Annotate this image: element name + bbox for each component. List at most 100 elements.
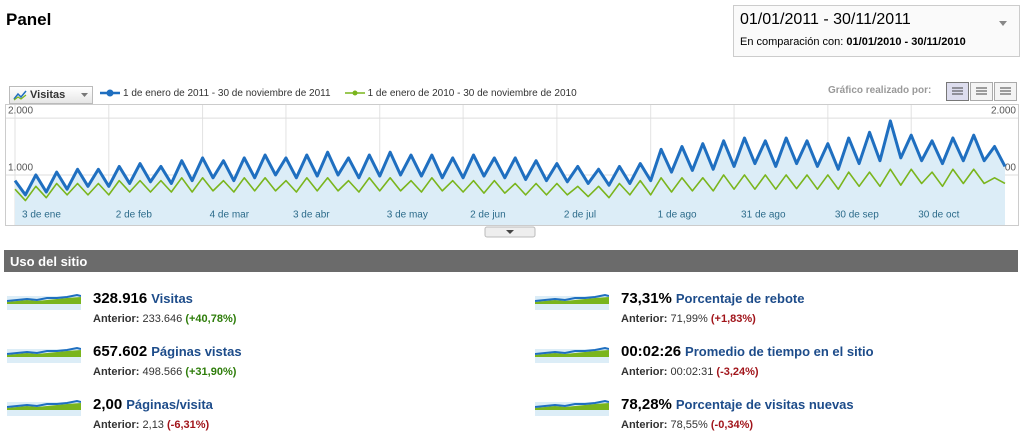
change: (-0,34%) [710, 419, 754, 431]
dropdown-arrow [999, 21, 1007, 26]
sparkline [535, 346, 609, 363]
sparkline [535, 399, 609, 416]
metric-value: 328.916 [93, 290, 148, 307]
comparison-range: 01/01/2010 - 30/11/2010 [846, 36, 966, 48]
metric-value: 2,00 [93, 396, 123, 413]
legend-label: 1 de enero de 2010 - 30 de noviembre de … [367, 88, 577, 99]
previous-value: 233.646 [142, 313, 183, 325]
metric: 73,31% Porcentaje de rebote Anterior: 71,9… [535, 290, 1015, 334]
metric: 657.602 Páginas vistas Anterior: 498.566 (… [7, 343, 487, 387]
legend-swatch [344, 90, 365, 96]
previous-value: 498.566 [142, 366, 183, 378]
x-tick-label: 2 de jun [470, 210, 506, 221]
previous-label: Anterior: [93, 366, 140, 378]
dropdown-arrow [81, 93, 88, 97]
metric-text: 78,28% Porcentaje de visitas nuevas Anteri… [621, 396, 854, 431]
previous-label: Anterior: [93, 313, 140, 325]
previous-value: 71,99% [670, 313, 708, 325]
metric-name: Visitas [30, 89, 66, 101]
metric: 78,28% Porcentaje de visitas nuevas Anteri… [535, 396, 1015, 440]
metric-previous: Anterior: 2,13 (-6,31%) [93, 419, 213, 431]
change: (+40,78%) [185, 313, 237, 325]
chart-view-buttons [946, 82, 1017, 101]
comparison-label: En comparación con: [740, 36, 844, 48]
change: (+1,83%) [710, 313, 756, 325]
metric-label[interactable]: Visitas [151, 291, 193, 306]
area [15, 120, 1005, 225]
metric-label[interactable]: Promedio de tiempo en el sitio [685, 344, 874, 359]
comparison: En comparación con: 01/01/2010 - 30/11/2… [740, 36, 966, 48]
legend-label: 1 de enero de 2011 - 30 de noviembre de … [123, 88, 331, 99]
x-tick-label: 3 de may [387, 210, 428, 221]
metric-line: 00:02:26 Promedio de tiempo en el sitio [621, 343, 874, 361]
x-tick-label: 2 de jul [564, 210, 596, 221]
date-range: 01/01/2011 - 30/11/2011 [740, 11, 911, 28]
metric-text: 00:02:26 Promedio de tiempo en el sitio An… [621, 343, 874, 378]
x-tick-label: 4 de mar [210, 210, 250, 221]
metric-previous: Anterior: 71,99% (+1,83%) [621, 313, 804, 325]
metric-text: 657.602 Páginas vistas Anterior: 498.566 (… [93, 343, 242, 378]
metric-value: 00:02:26 [621, 343, 682, 360]
metric-label[interactable]: Páginas vistas [151, 344, 242, 359]
metric-line: 78,28% Porcentaje de visitas nuevas [621, 396, 854, 414]
sparkline [7, 293, 81, 310]
metric-text: 73,31% Porcentaje de rebote Anterior: 71,9… [621, 290, 804, 325]
legend-item: 1 de enero de 2011 - 30 de noviembre de … [100, 88, 331, 99]
metric-value: 73,31% [621, 290, 672, 307]
x-tick-label: 2 de feb [116, 210, 153, 221]
metric-previous: Anterior: 78,55% (-0,34%) [621, 419, 854, 431]
date-picker[interactable]: 01/01/2011 - 30/11/2011 En comparación c… [733, 5, 1020, 57]
sparkline [535, 293, 609, 310]
metric-value: 657.602 [93, 343, 148, 360]
x-tick-label: 31 de ago [741, 210, 786, 221]
section-header: Uso del sitio [4, 250, 1018, 272]
metric-selector[interactable]: Visitas [9, 86, 93, 104]
previous-label: Anterior: [621, 419, 668, 431]
toggle-arrow [506, 230, 514, 234]
metric: 00:02:26 Promedio de tiempo en el sitio An… [535, 343, 1015, 387]
previous-label: Anterior: [621, 313, 668, 325]
section-title: Uso del sitio [10, 254, 88, 269]
metric-text: 2,00 Páginas/visita Anterior: 2,13 (-6,31%… [93, 396, 213, 431]
metric-value: 78,28% [621, 396, 672, 413]
x-tick-label: 30 de oct [918, 210, 959, 221]
legend-item: 1 de enero de 2010 - 30 de noviembre de … [344, 88, 577, 99]
metric-line: 657.602 Páginas vistas [93, 343, 242, 361]
metric-line: 73,31% Porcentaje de rebote [621, 290, 804, 308]
previous-label: Anterior: [93, 419, 140, 431]
change: (-6,31%) [167, 419, 210, 431]
metric-previous: Anterior: 498.566 (+31,90%) [93, 366, 242, 378]
previous-value: 2,13 [142, 419, 164, 431]
sparkline [7, 346, 81, 363]
change: (-3,24%) [716, 366, 759, 378]
metric-previous: Anterior: 00:02:31 (-3,24%) [621, 366, 874, 378]
y-tick-label: 2.000 [8, 106, 33, 117]
legend: 1 de enero de 2011 - 30 de noviembre de … [100, 88, 591, 99]
x-tick-label: 3 de ene [22, 210, 61, 221]
metric-line: 2,00 Páginas/visita [93, 396, 213, 414]
page-title: Panel [6, 10, 52, 29]
chart-by-label: Gráfico realizado por: [828, 85, 932, 96]
series-line [13, 119, 1007, 197]
metric-label[interactable]: Porcentaje de visitas nuevas [675, 397, 854, 412]
previous-label: Anterior: [621, 366, 668, 378]
metric-previous: Anterior: 233.646 (+40,78%) [93, 313, 236, 325]
series-line [14, 168, 1006, 202]
metric-label[interactable]: Páginas/visita [126, 397, 213, 412]
previous-value: 78,55% [670, 419, 708, 431]
y-tick-label: 1.000 [8, 163, 33, 174]
metric-label[interactable]: Porcentaje de rebote [675, 291, 805, 306]
previous-value: 00:02:31 [670, 366, 714, 378]
metric: 328.916 Visitas Anterior: 233.646 (+40,78%… [7, 290, 487, 334]
x-tick-label: 1 de ago [658, 210, 697, 221]
legend-swatch [100, 89, 120, 97]
change: (+31,90%) [185, 366, 237, 378]
x-tick-label: 3 de abr [293, 210, 330, 221]
sparkline [7, 399, 81, 416]
metric-text: 328.916 Visitas Anterior: 233.646 (+40,78%… [93, 290, 236, 325]
metric-icon [13, 90, 27, 101]
x-tick-label: 30 de sep [835, 210, 879, 221]
metric: 2,00 Páginas/visita Anterior: 2,13 (-6,31%… [7, 396, 487, 440]
metric-line: 328.916 Visitas [93, 290, 236, 308]
